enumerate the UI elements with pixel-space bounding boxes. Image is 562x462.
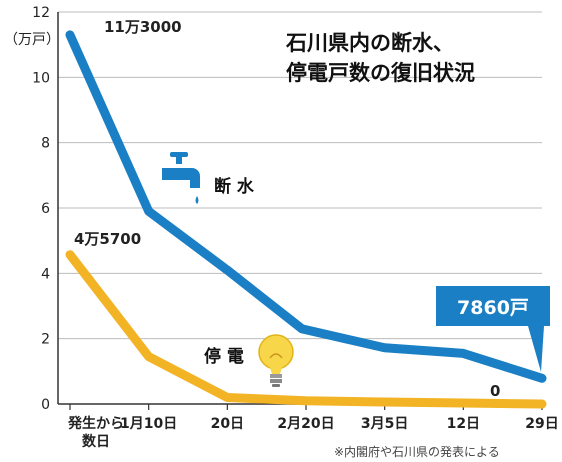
power-start-label: 4万5700	[74, 230, 141, 248]
series-name-power: 停 電	[204, 346, 244, 367]
x-tick-label: 発生から数日	[67, 415, 124, 450]
water-start-label: 11万3000	[104, 18, 182, 36]
lightbulb-icon	[258, 334, 294, 387]
series-group	[65, 30, 547, 409]
x-tick-label: 20日	[211, 416, 244, 432]
y-tick-label: 2	[41, 332, 50, 348]
x-tick-label: 3月5日	[361, 416, 408, 432]
x-tick-label: 29日	[525, 416, 558, 432]
y-tick-label: 4	[41, 266, 50, 282]
y-unit-label: （万戸）	[4, 32, 60, 48]
y-tick-label: 8	[41, 136, 50, 152]
x-tick-label: 2月20日	[277, 416, 334, 432]
y-tick-label: 12	[32, 5, 50, 21]
y-tick-label: 10	[32, 70, 50, 86]
source-note: ※内閣府や石川県の発表による	[334, 444, 500, 459]
x-tick-label: 12日	[447, 416, 480, 432]
y-tick-label: 0	[41, 397, 50, 413]
callout-label: 7860戸	[457, 297, 529, 319]
end-value-callout: 7860戸	[436, 286, 550, 372]
power-end-label: 0	[490, 382, 500, 400]
chart-title-line-1: 石川県内の断水、	[285, 31, 454, 55]
chart-title-line-2: 停電戸数の復旧状況	[286, 61, 475, 85]
y-tick-label: 6	[41, 201, 50, 217]
faucet-icon	[162, 152, 200, 204]
series-name-water: 断 水	[214, 176, 255, 197]
x-tick-label: 1月10日	[120, 416, 177, 432]
